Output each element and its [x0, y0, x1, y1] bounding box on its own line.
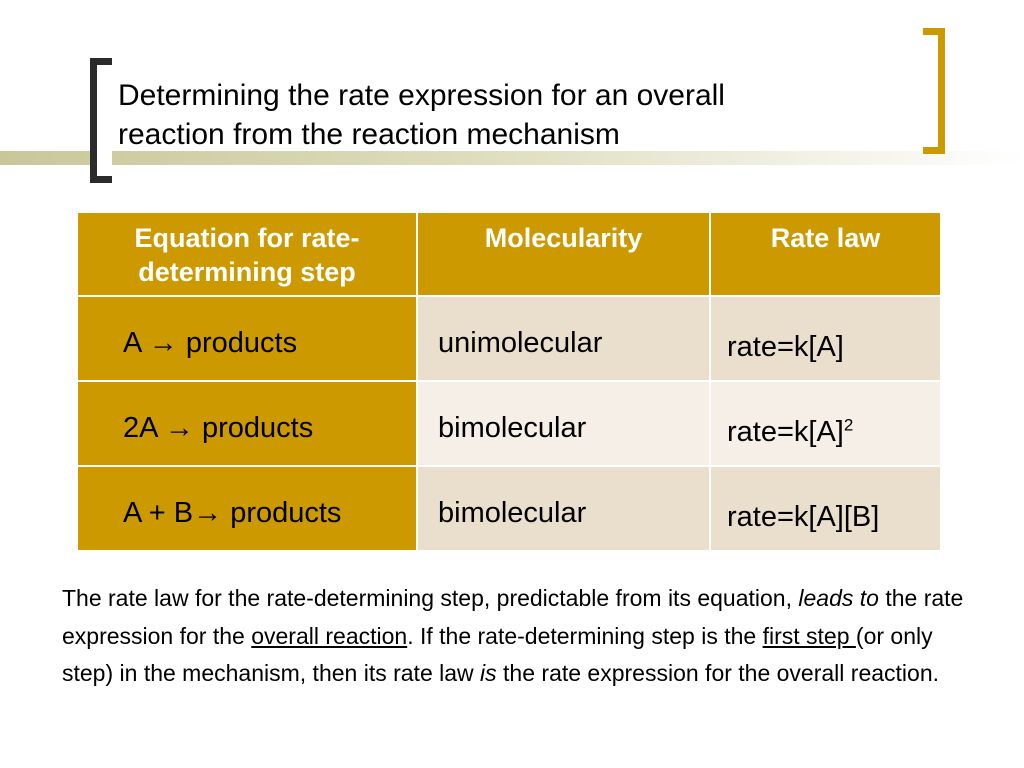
table-row: A → products unimolecular rate=k[A]: [76, 295, 942, 382]
equation-cell: 2A → products: [76, 380, 418, 467]
rate-law-text: rate=k[A]: [727, 331, 844, 363]
paragraph-text: (or only step) in the mechanism, then it…: [62, 622, 933, 687]
rate-law-table: Equation for rate-determining step Molec…: [76, 211, 942, 552]
rate-law-text: rate=k[A]: [727, 416, 844, 448]
rate-law-text: rate=k[A][B]: [727, 501, 880, 533]
paragraph-text: the rate expression for the overall reac…: [496, 660, 940, 686]
header-molecularity: Molecularity: [416, 211, 711, 297]
molecularity-cell: bimolecular: [416, 465, 711, 552]
rate-law-cell: rate=k[A]2: [709, 380, 942, 467]
table-row: 2A → products bimolecular rate=k[A]2: [76, 380, 942, 467]
slide-title-line-1: Determining the rate expression for an o…: [118, 79, 725, 112]
explanation-paragraph: The rate law for the rate-determining st…: [62, 580, 972, 693]
table-row: A + B→ products bimolecular rate=k[A][B]: [76, 465, 942, 552]
paragraph-underlined-text: first step: [762, 622, 856, 649]
molecularity-cell: unimolecular: [416, 295, 711, 382]
slide-title-line-2: reaction from the reaction mechanism: [118, 118, 620, 151]
equation-cell: A + B→ products: [76, 465, 418, 552]
right-bracket-decoration: [923, 28, 945, 154]
paragraph-italic-text: is: [480, 660, 497, 686]
paragraph-underlined-text: overall reaction: [251, 622, 408, 649]
equation-cell: A → products: [76, 295, 418, 382]
paragraph-text: the rate expression for the: [62, 585, 964, 649]
table-header-row: Equation for rate-determining step Molec…: [76, 211, 942, 297]
left-bracket-decoration: [90, 58, 112, 183]
paragraph-italic-text: leads to: [798, 585, 879, 611]
rate-law-cell: rate=k[A][B]: [709, 465, 942, 552]
paragraph-text: . If the rate-determining step is the: [407, 622, 763, 649]
slide-title: Determining the rate expression for an o…: [118, 76, 898, 154]
rate-law-cell: rate=k[A]: [709, 295, 942, 382]
paragraph-text: The rate law for the rate-determining st…: [62, 585, 799, 611]
molecularity-cell: bimolecular: [416, 380, 711, 467]
title-accent-line: [0, 151, 1024, 165]
rate-law-exponent: 2: [843, 415, 854, 435]
header-rate-law: Rate law: [709, 211, 942, 297]
header-equation: Equation for rate-determining step: [76, 211, 418, 297]
